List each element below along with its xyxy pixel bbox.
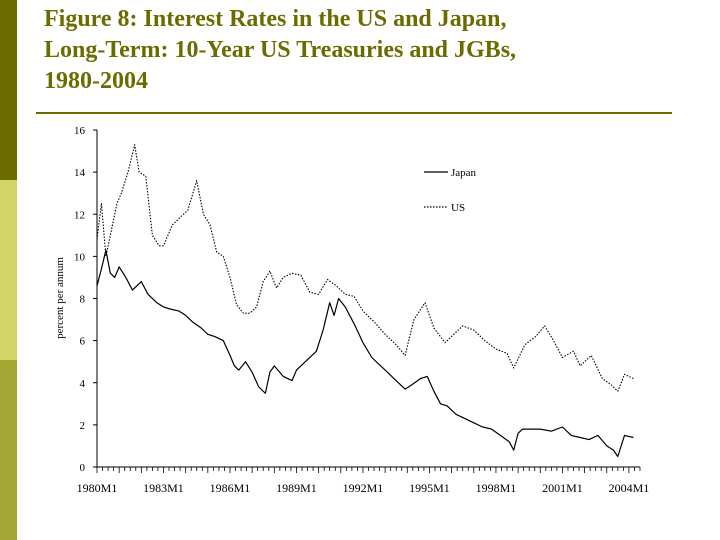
x-tick-label: 1995M1 <box>409 481 450 495</box>
sidebar-accent-middle <box>0 180 17 360</box>
chart-axes <box>96 130 640 468</box>
sidebar-accent-bottom <box>0 360 17 540</box>
y-axis-label: percent per annum <box>54 257 66 339</box>
y-tick-label: 10 <box>74 251 86 263</box>
x-tick-label: 1992M1 <box>343 481 384 495</box>
x-axis-ticks: 1980M1 1983M1 1986M1 1989M1 1992M1 1995M1 1998… <box>77 467 650 495</box>
y-tick-label: 6 <box>80 336 86 348</box>
sidebar-accent-top <box>0 0 17 180</box>
x-tick-label: 1980M1 <box>77 481 118 495</box>
x-tick-label: 1998M1 <box>476 481 517 495</box>
x-tick-label: 1983M1 <box>143 481 184 495</box>
chart-series <box>96 144 634 458</box>
slide-title-line-3: 1980-2004 <box>44 68 148 94</box>
x-tick-label: 2001M1 <box>542 481 583 495</box>
y-tick-label: 4 <box>80 378 86 390</box>
y-tick-label: 16 <box>74 125 86 137</box>
x-tick-label: 2004M1 <box>609 481 650 495</box>
y-axis-ticks: 0 2 4 6 8 10 12 14 16 <box>74 125 97 474</box>
y-tick-label: 14 <box>74 167 86 179</box>
y-tick-label: 8 <box>80 294 86 306</box>
slide-title-line-1: Figure 8: Interest Rates in the US and J… <box>44 6 507 32</box>
y-tick-label: 2 <box>80 420 86 432</box>
title-divider <box>36 112 672 114</box>
chart-legend: Japan US <box>424 167 477 214</box>
slide-title-line-2: Long-Term: 10-Year US Treasuries and JGB… <box>44 37 517 63</box>
x-tick-label: 1986M1 <box>210 481 251 495</box>
slide-title: Figure 8: Interest Rates in the US and J… <box>44 4 704 97</box>
x-tick-label: 1989M1 <box>276 481 317 495</box>
y-tick-label: 0 <box>80 462 86 474</box>
legend-label: US <box>451 202 465 214</box>
series-line-japan <box>96 249 634 458</box>
series-line-us <box>96 144 634 392</box>
y-tick-label: 12 <box>74 209 85 221</box>
legend-label: Japan <box>451 167 477 179</box>
